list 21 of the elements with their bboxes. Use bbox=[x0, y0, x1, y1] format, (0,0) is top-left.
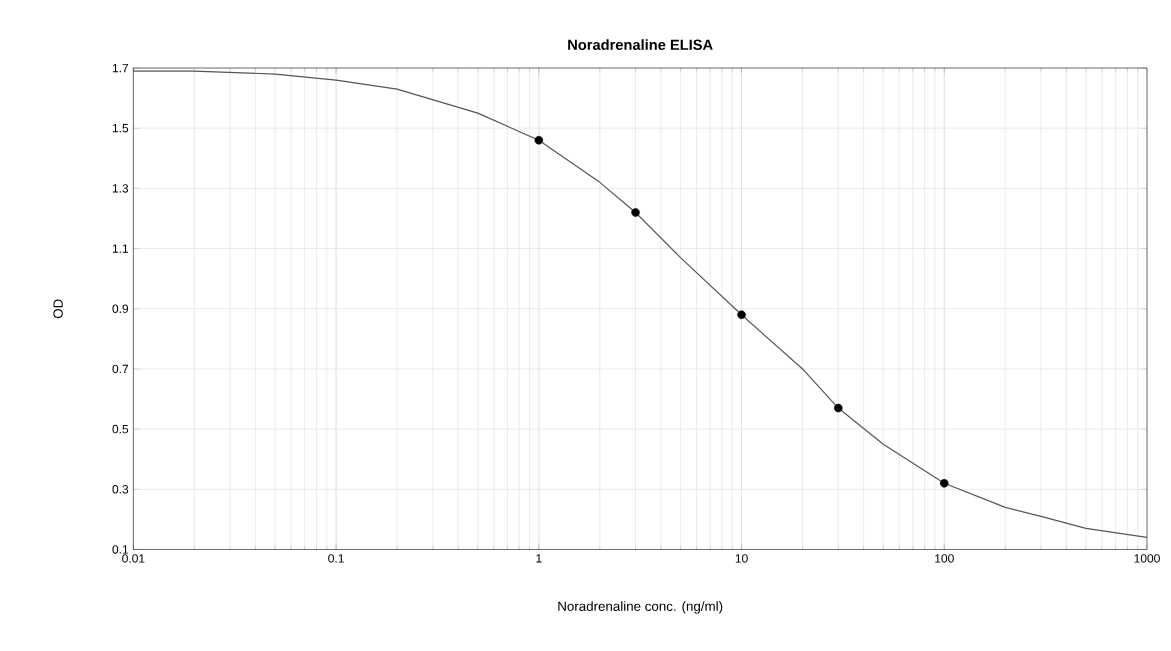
x-tick-label: 1000 bbox=[1134, 554, 1160, 563]
point bbox=[534, 136, 544, 145]
x-tick-label: 0.1 bbox=[328, 554, 344, 563]
x-axis-title: Noradrenaline conc. (ng/ml) bbox=[558, 601, 723, 614]
chart-title: Noradrenaline ELISA bbox=[568, 39, 713, 51]
y-tick-label: 0.9 bbox=[112, 304, 129, 314]
x-tick-label: 10 bbox=[735, 554, 748, 563]
point bbox=[737, 310, 746, 320]
y-tick-label: 1.1 bbox=[112, 244, 129, 253]
y-tick-label: 0.7 bbox=[112, 364, 129, 374]
y-tick-label: 0.3 bbox=[112, 485, 129, 494]
y-tick-label: 1.3 bbox=[112, 184, 129, 193]
y-tick-label: 1.7 bbox=[112, 63, 129, 73]
y-tick-label: 1.5 bbox=[112, 124, 129, 133]
x-tick-label: 100 bbox=[935, 554, 954, 563]
y-tick-label: 0.5 bbox=[112, 424, 129, 434]
y-axis-title: OD bbox=[53, 299, 63, 319]
x-tick-label: 1 bbox=[536, 554, 542, 563]
x-tick-label: 0.01 bbox=[122, 554, 145, 563]
point bbox=[940, 479, 949, 488]
y-tick-label: 0.1 bbox=[112, 545, 129, 554]
